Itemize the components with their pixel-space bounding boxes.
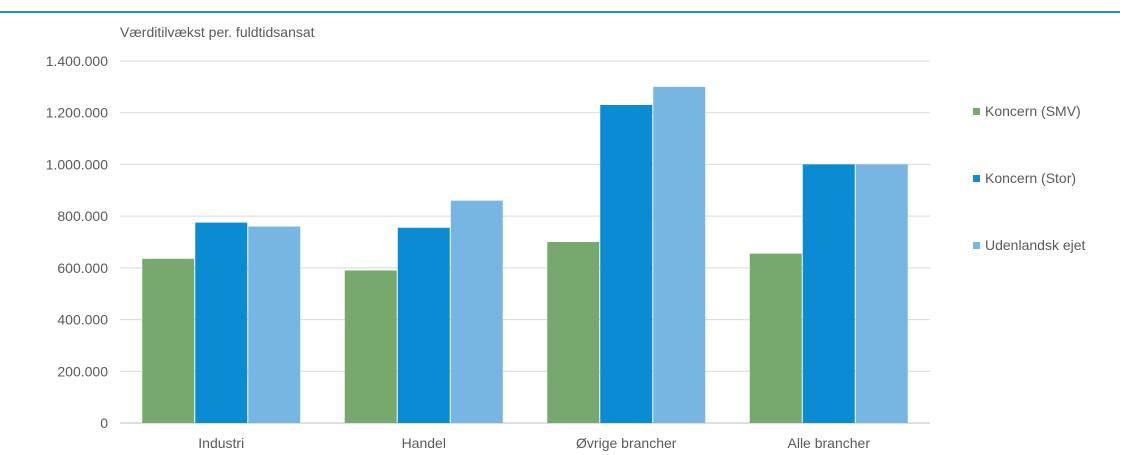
legend-label: Koncern (Stor) <box>985 170 1076 186</box>
y-axis-ticks: 0 200.000 400.000 600.000 800.000 1.000.000 1.… <box>46 53 109 431</box>
bar <box>397 227 450 423</box>
legend-label: Udenlandsk ejet <box>985 237 1086 253</box>
bar <box>450 200 503 423</box>
y-tick-label: 0 <box>100 415 108 431</box>
header-rule <box>0 11 1120 13</box>
legend-swatch <box>973 242 980 249</box>
bar <box>600 104 653 423</box>
legend-swatch <box>973 175 980 182</box>
y-tick-label: 200.000 <box>57 363 108 379</box>
bar <box>248 226 301 423</box>
bar <box>547 242 600 423</box>
bar <box>749 253 802 423</box>
y-tick-label: 1.200.000 <box>46 105 108 121</box>
y-tick-label: 800.000 <box>57 208 108 224</box>
legend: Koncern (SMV) Koncern (Stor) Udenlandsk ej… <box>973 103 1086 253</box>
bar <box>855 164 908 423</box>
x-axis-ticks: Industri Handel Øvrige brancher Alle branch… <box>198 435 870 451</box>
y-tick-label: 1.400.000 <box>46 53 108 69</box>
x-tick-label: Alle brancher <box>788 435 871 451</box>
legend-swatch <box>973 108 980 115</box>
y-tick-label: 400.000 <box>57 312 108 328</box>
bar <box>195 222 248 423</box>
bar <box>653 86 706 423</box>
x-tick-label: Handel <box>402 435 446 451</box>
y-tick-label: 600.000 <box>57 260 108 276</box>
x-tick-label: Øvrige brancher <box>576 435 677 451</box>
bars <box>142 86 908 423</box>
x-tick-label: Industri <box>198 435 244 451</box>
legend-label: Koncern (SMV) <box>985 103 1081 119</box>
bar <box>802 164 855 423</box>
y-tick-label: 1.000.000 <box>46 156 108 172</box>
bar <box>344 270 397 423</box>
bar <box>142 258 195 423</box>
y-axis-title: Værditilvækst per. fuldtidsansat <box>120 24 315 40</box>
